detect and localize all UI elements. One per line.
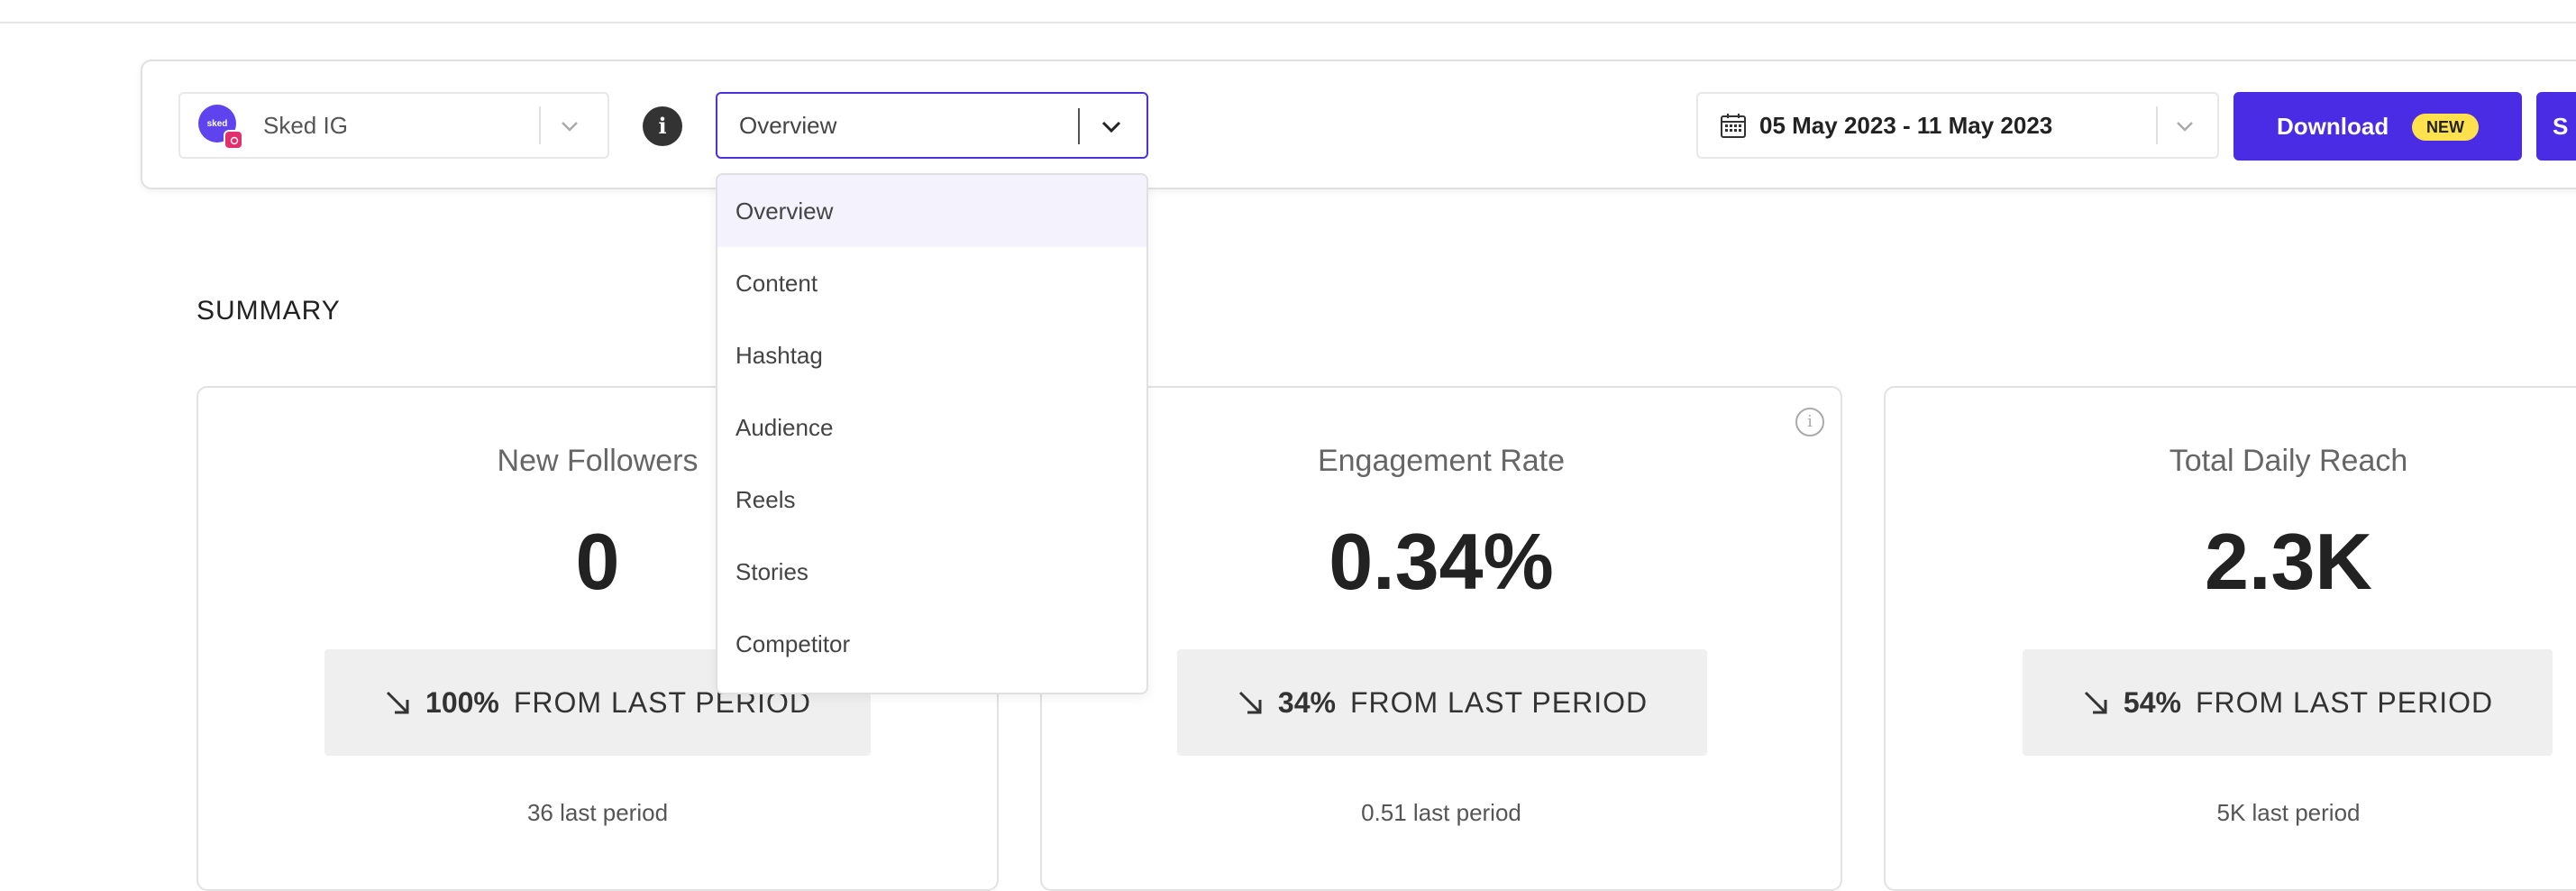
previous-period-value: 0.51 last period — [1361, 799, 1521, 826]
instagram-icon — [224, 130, 243, 150]
change-label: FROM LAST PERIOD — [2195, 685, 2494, 719]
change-percent: 100% — [425, 685, 499, 719]
date-range-value: 05 May 2023 - 11 May 2023 — [1759, 112, 2053, 139]
change-percent: 54% — [2123, 685, 2181, 719]
arrow-down-right-icon — [1238, 691, 1262, 714]
report-type-menu: Overview Content Hashtag Audience Reels … — [716, 173, 1148, 694]
stat-title: Total Daily Reach — [2169, 444, 2408, 478]
menu-item-hashtag[interactable]: Hashtag — [735, 342, 823, 369]
menu-item-competitor[interactable]: Competitor — [735, 630, 851, 657]
select-divider — [539, 106, 541, 144]
change-percent: 34% — [1277, 685, 1336, 719]
change-indicator: 54% FROM LAST PERIOD — [2023, 649, 2553, 756]
info-icon[interactable]: i — [643, 106, 682, 146]
next-action-label: S — [2553, 113, 2569, 140]
stat-value: 0.34% — [1329, 517, 1554, 606]
arrow-down-right-icon — [2084, 691, 2107, 714]
download-label: Download — [2277, 113, 2389, 140]
account-name: Sked IG — [263, 112, 348, 139]
menu-item-stories[interactable]: Stories — [735, 558, 808, 585]
chevron-down-icon — [562, 122, 578, 132]
previous-period-value: 36 last period — [526, 799, 669, 826]
stat-value: 2.3K — [2205, 517, 2372, 606]
info-icon[interactable]: i — [1795, 408, 1824, 436]
stat-card-total-daily-reach: Total Daily Reach 2.3K 54% FROM LAST PER… — [1884, 386, 2576, 891]
menu-item-reels[interactable]: Reels — [735, 486, 796, 513]
menu-item-audience[interactable]: Audience — [735, 414, 834, 441]
menu-item-overview[interactable]: Overview — [717, 175, 1146, 247]
select-divider — [2156, 106, 2158, 144]
calendar-icon — [1721, 114, 1746, 138]
next-action-button[interactable]: S — [2536, 92, 2576, 161]
change-indicator: 34% FROM LAST PERIOD — [1177, 649, 1707, 756]
report-type-value: Overview — [739, 112, 837, 139]
chevron-down-icon — [2177, 122, 2193, 132]
change-label: FROM LAST PERIOD — [1349, 685, 1649, 719]
report-type-select[interactable]: Overview — [716, 92, 1148, 159]
menu-item-content[interactable]: Content — [735, 270, 818, 297]
previous-period-value: 5K last period — [2216, 799, 2361, 826]
stat-title: New Followers — [497, 444, 699, 478]
date-range-select[interactable]: 05 May 2023 - 11 May 2023 — [1696, 92, 2219, 159]
arrow-down-right-icon — [386, 691, 409, 714]
download-button[interactable]: Download NEW — [2233, 92, 2522, 161]
stat-card-engagement-rate: i Engagement Rate 0.34% 34% FROM LAST PE… — [1040, 386, 1842, 891]
new-badge: NEW — [2412, 114, 2479, 141]
account-select[interactable]: sked Sked IG — [178, 92, 609, 159]
top-divider — [0, 22, 2576, 23]
select-divider — [1078, 108, 1080, 144]
chevron-down-icon — [1101, 121, 1121, 133]
summary-title: SUMMARY — [196, 296, 341, 326]
stat-value: 0 — [575, 517, 620, 606]
stat-title: Engagement Rate — [1317, 444, 1566, 478]
